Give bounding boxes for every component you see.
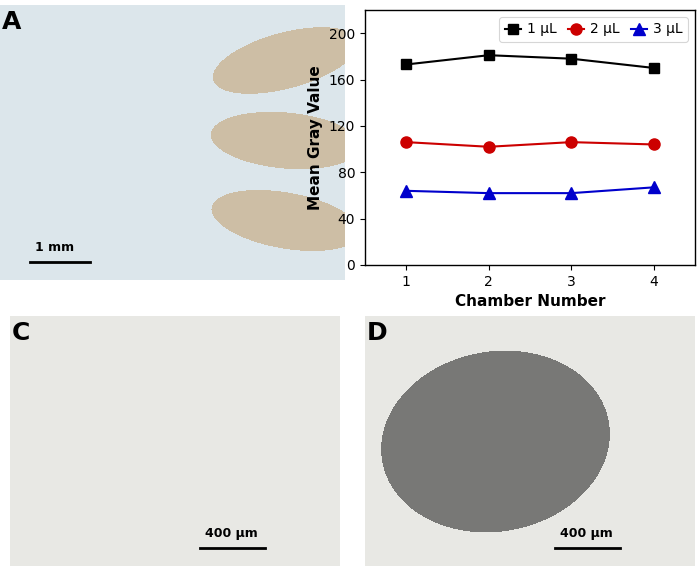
- Text: B: B: [365, 0, 384, 5]
- Text: 1 mm: 1 mm: [35, 241, 74, 254]
- Text: A: A: [2, 10, 22, 34]
- Line: 3 μL: 3 μL: [400, 182, 659, 199]
- 2 μL: [650, 141, 658, 148]
- 2 μL: [567, 139, 575, 146]
- Text: C: C: [12, 321, 30, 345]
- 1 μL: [402, 61, 410, 68]
- X-axis label: Chamber Number: Chamber Number: [455, 294, 606, 309]
- Text: D: D: [367, 321, 388, 345]
- 1 μL: [650, 65, 658, 71]
- Line: 1 μL: 1 μL: [401, 50, 659, 73]
- 3 μL: [650, 184, 658, 191]
- 3 μL: [567, 190, 575, 196]
- Legend: 1 μL, 2 μL, 3 μL: 1 μL, 2 μL, 3 μL: [499, 17, 688, 42]
- Text: 400 μm: 400 μm: [205, 527, 258, 540]
- Y-axis label: Mean Gray Value: Mean Gray Value: [308, 65, 323, 210]
- 3 μL: [402, 187, 410, 194]
- 2 μL: [484, 143, 493, 150]
- Line: 2 μL: 2 μL: [400, 136, 659, 152]
- 3 μL: [484, 190, 493, 196]
- 2 μL: [402, 139, 410, 146]
- Text: 400 μm: 400 μm: [560, 527, 612, 540]
- 1 μL: [484, 52, 493, 59]
- 1 μL: [567, 55, 575, 62]
